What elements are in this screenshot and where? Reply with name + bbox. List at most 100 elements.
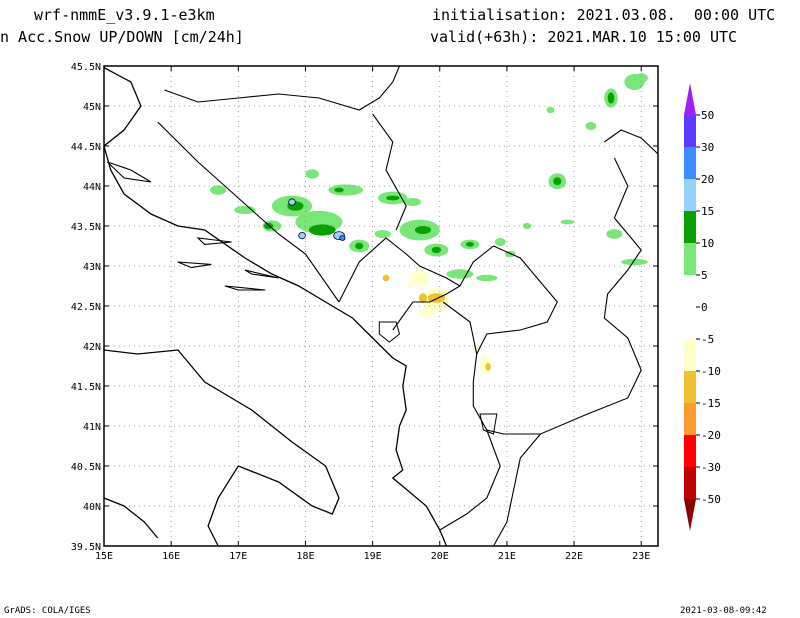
snow-field-10-15 [553, 177, 562, 186]
snow-field-5-10 [560, 219, 575, 225]
lat-tick-label: 41.5N [71, 382, 101, 393]
colorbar-label: -10 [701, 365, 721, 378]
lon-tick-label: 18E [296, 551, 314, 562]
snow-field-5-10 [606, 229, 623, 239]
snow-field-15-20 [298, 232, 306, 240]
island-outline [244, 269, 279, 279]
snow-field-5-10 [210, 185, 227, 195]
colorbar-label: 5 [701, 269, 708, 282]
snow-field-0-(-5) [406, 283, 413, 289]
valid-time: valid(+63h): 2021.MAR.10 15:00 UTC [430, 28, 738, 46]
lon-tick-label: 19E [364, 551, 382, 562]
colorbar-label: 30 [701, 141, 714, 154]
colorbar-label: 20 [701, 173, 714, 186]
lat-tick-label: 43.5N [71, 222, 101, 233]
snow-field-10-15 [355, 242, 364, 250]
snow-field-5-10 [634, 73, 648, 83]
snow-field-10-15 [386, 195, 400, 201]
country-border [157, 121, 340, 303]
snow-field-5-10 [585, 122, 597, 130]
lat-tick-label: 42N [83, 342, 101, 353]
snow-field-10-15 [308, 224, 336, 236]
lat-tick-label: 45N [83, 102, 101, 113]
colorbar-label: -50 [701, 493, 721, 506]
colorbar-label: 10 [701, 237, 714, 250]
colorbar-label: -5 [701, 333, 714, 346]
snow-field-5-10 [404, 198, 421, 206]
lon-tick-label: 22E [565, 551, 583, 562]
colorbar-label: -15 [701, 397, 721, 410]
graticule [104, 66, 658, 546]
colorbar-label: -30 [701, 461, 721, 474]
colorbar-segment [684, 211, 696, 243]
snow-field-20-30 [339, 235, 346, 241]
colorbar-top-arrow [684, 83, 696, 115]
snow-field-0-(-5) [410, 270, 430, 286]
snow-field-10-15 [414, 226, 432, 234]
colorbar-label: -20 [701, 429, 721, 442]
lon-tick-label: 16E [162, 551, 180, 562]
lat-tick-label: 45.5N [71, 62, 101, 73]
snow-field-5-10 [494, 238, 506, 246]
country-border [442, 245, 558, 356]
country-border [603, 129, 658, 155]
lake-outline [479, 413, 498, 435]
colorbar-segment [684, 115, 696, 147]
lat-tick-label: 40N [83, 502, 101, 513]
colorbar-segment [684, 467, 696, 499]
snow-field-15-20 [288, 198, 296, 206]
snow-field--5-(-10) [485, 362, 491, 371]
island-outline [107, 161, 152, 183]
colorbar-segment [684, 275, 696, 307]
colorbar-segment [684, 435, 696, 467]
snow-field--5-(-10) [418, 293, 427, 303]
italy-coastline-south [104, 497, 159, 539]
variable-title: n Acc.Snow UP/DOWN [cm/24h] [0, 28, 244, 46]
snow-field-10-15 [465, 242, 475, 247]
island-outline [177, 261, 212, 269]
colorbar-segment [684, 371, 696, 403]
island-outline [196, 237, 232, 245]
snow-field-5-10 [374, 230, 391, 238]
snow-field-10-15 [334, 187, 344, 193]
island-outline [224, 285, 266, 291]
colorbar-label: 15 [701, 205, 714, 218]
lat-tick-label: 44.5N [71, 142, 101, 153]
country-border [392, 285, 461, 331]
country-border [338, 237, 461, 303]
country-border [439, 429, 501, 531]
initialisation-time: initialisation: 2021.03.08. 00:00 UTC [432, 6, 776, 24]
colorbar-label: 50 [701, 109, 714, 122]
snow-field-10-15 [431, 246, 442, 254]
snow-field-5-10 [305, 169, 319, 179]
snow-field-5-10 [234, 206, 256, 214]
snow-field-5-10 [476, 274, 498, 282]
lon-tick-label: 15E [95, 551, 113, 562]
colorbar-segment [684, 243, 696, 275]
lat-tick-label: 39.5N [71, 542, 101, 553]
lat-tick-label: 44N [83, 182, 101, 193]
lon-tick-label: 17E [229, 551, 247, 562]
italy-coastline [104, 349, 340, 546]
snow-fields-layer [210, 73, 648, 374]
coastline [104, 67, 448, 546]
lake-outline [378, 321, 401, 343]
grads-credit: GrADS: COLA/IGES [4, 606, 91, 616]
colorbar-bottom-arrow [684, 499, 696, 531]
snow-field-5-10 [328, 184, 364, 196]
lon-tick-label: 20E [431, 551, 449, 562]
lat-tick-label: 40.5N [71, 462, 101, 473]
country-border [472, 157, 642, 435]
country-border [372, 113, 407, 231]
country-border [164, 66, 401, 111]
snow-field-5-10 [446, 269, 474, 279]
snow-field-10-15 [607, 92, 615, 104]
colorbar-segment [684, 403, 696, 435]
lon-tick-label: 21E [498, 551, 516, 562]
snow-field-0-(-5) [418, 308, 435, 317]
geography-layer [104, 66, 658, 546]
lon-tick-label: 23E [632, 551, 650, 562]
colorbar-label: 0 [701, 301, 708, 314]
colorbar-segment [684, 339, 696, 371]
